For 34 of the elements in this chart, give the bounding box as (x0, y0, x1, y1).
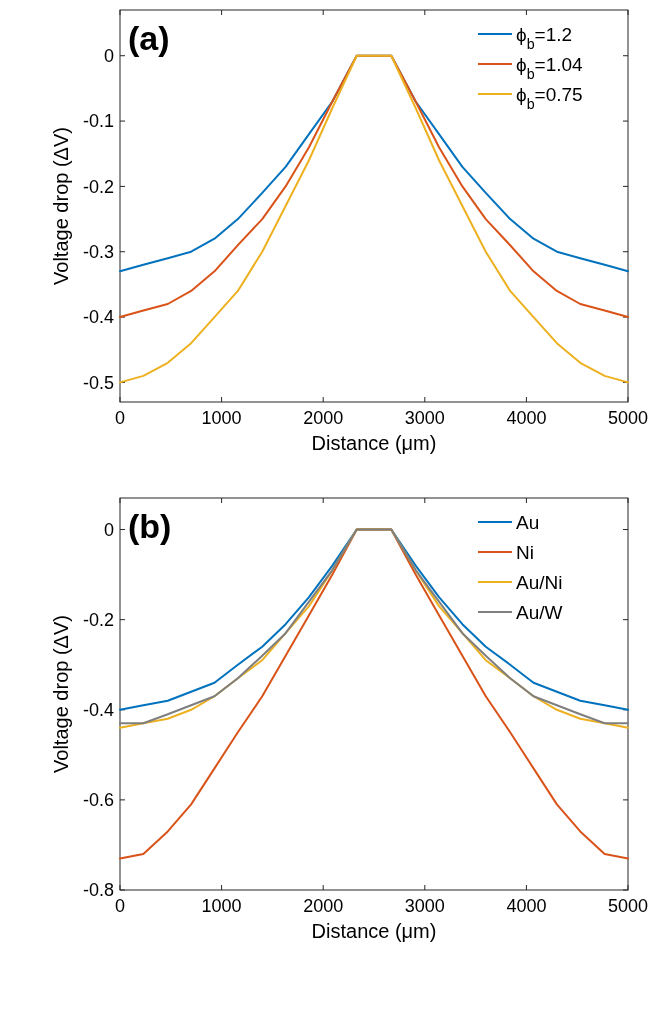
legend-label: Au (516, 511, 540, 533)
y-axis-title: Voltage drop (ΔV) (50, 127, 72, 285)
x-axis-title: Distance (μm) (311, 432, 437, 454)
legend-label: ϕ$_{b}$=1.04 (516, 53, 584, 82)
y-tick-label: -0.8 (82, 880, 114, 901)
y-tick-label: -0.1 (82, 111, 114, 132)
y-axis-title: Voltage drop (ΔV) (50, 615, 72, 773)
y-tick-label: -0.5 (82, 372, 114, 393)
x-tick-label: 4000 (506, 408, 547, 428)
chart-title: (a) (128, 19, 170, 57)
legend-label: Au/W (516, 601, 563, 623)
legend-label: Ni (516, 541, 534, 563)
y-tick-label: 0 (103, 519, 114, 540)
chart-title: (b) (128, 507, 172, 545)
x-tick-label: 4000 (506, 896, 547, 916)
y-tick-label: -0.4 (82, 307, 114, 328)
x-tick-label: 5000 (607, 408, 649, 428)
x-tick-label: 3000 (404, 408, 445, 428)
x-tick-label: 5000 (607, 896, 649, 916)
y-tick-label: 0 (103, 46, 114, 67)
y-tick-label: -0.2 (82, 176, 114, 197)
legend-label: Au/Ni (516, 571, 563, 593)
y-tick-label: -0.4 (82, 700, 114, 721)
x-axis-title: Distance (μm) (311, 920, 437, 942)
x-tick-label: 1000 (201, 408, 242, 428)
legend-label: ϕ$_{b}$=1.2 (516, 23, 573, 52)
x-tick-label: 1000 (201, 896, 242, 916)
x-tick-label: 2000 (303, 408, 344, 428)
x-tick-label: 3000 (404, 896, 445, 916)
x-tick-label: 2000 (303, 896, 344, 916)
legend-label: ϕ$_{b}$=0.75 (516, 83, 583, 112)
y-tick-label: -0.2 (82, 609, 114, 630)
y-tick-label: -0.6 (82, 790, 114, 811)
y-tick-label: -0.3 (82, 242, 114, 263)
